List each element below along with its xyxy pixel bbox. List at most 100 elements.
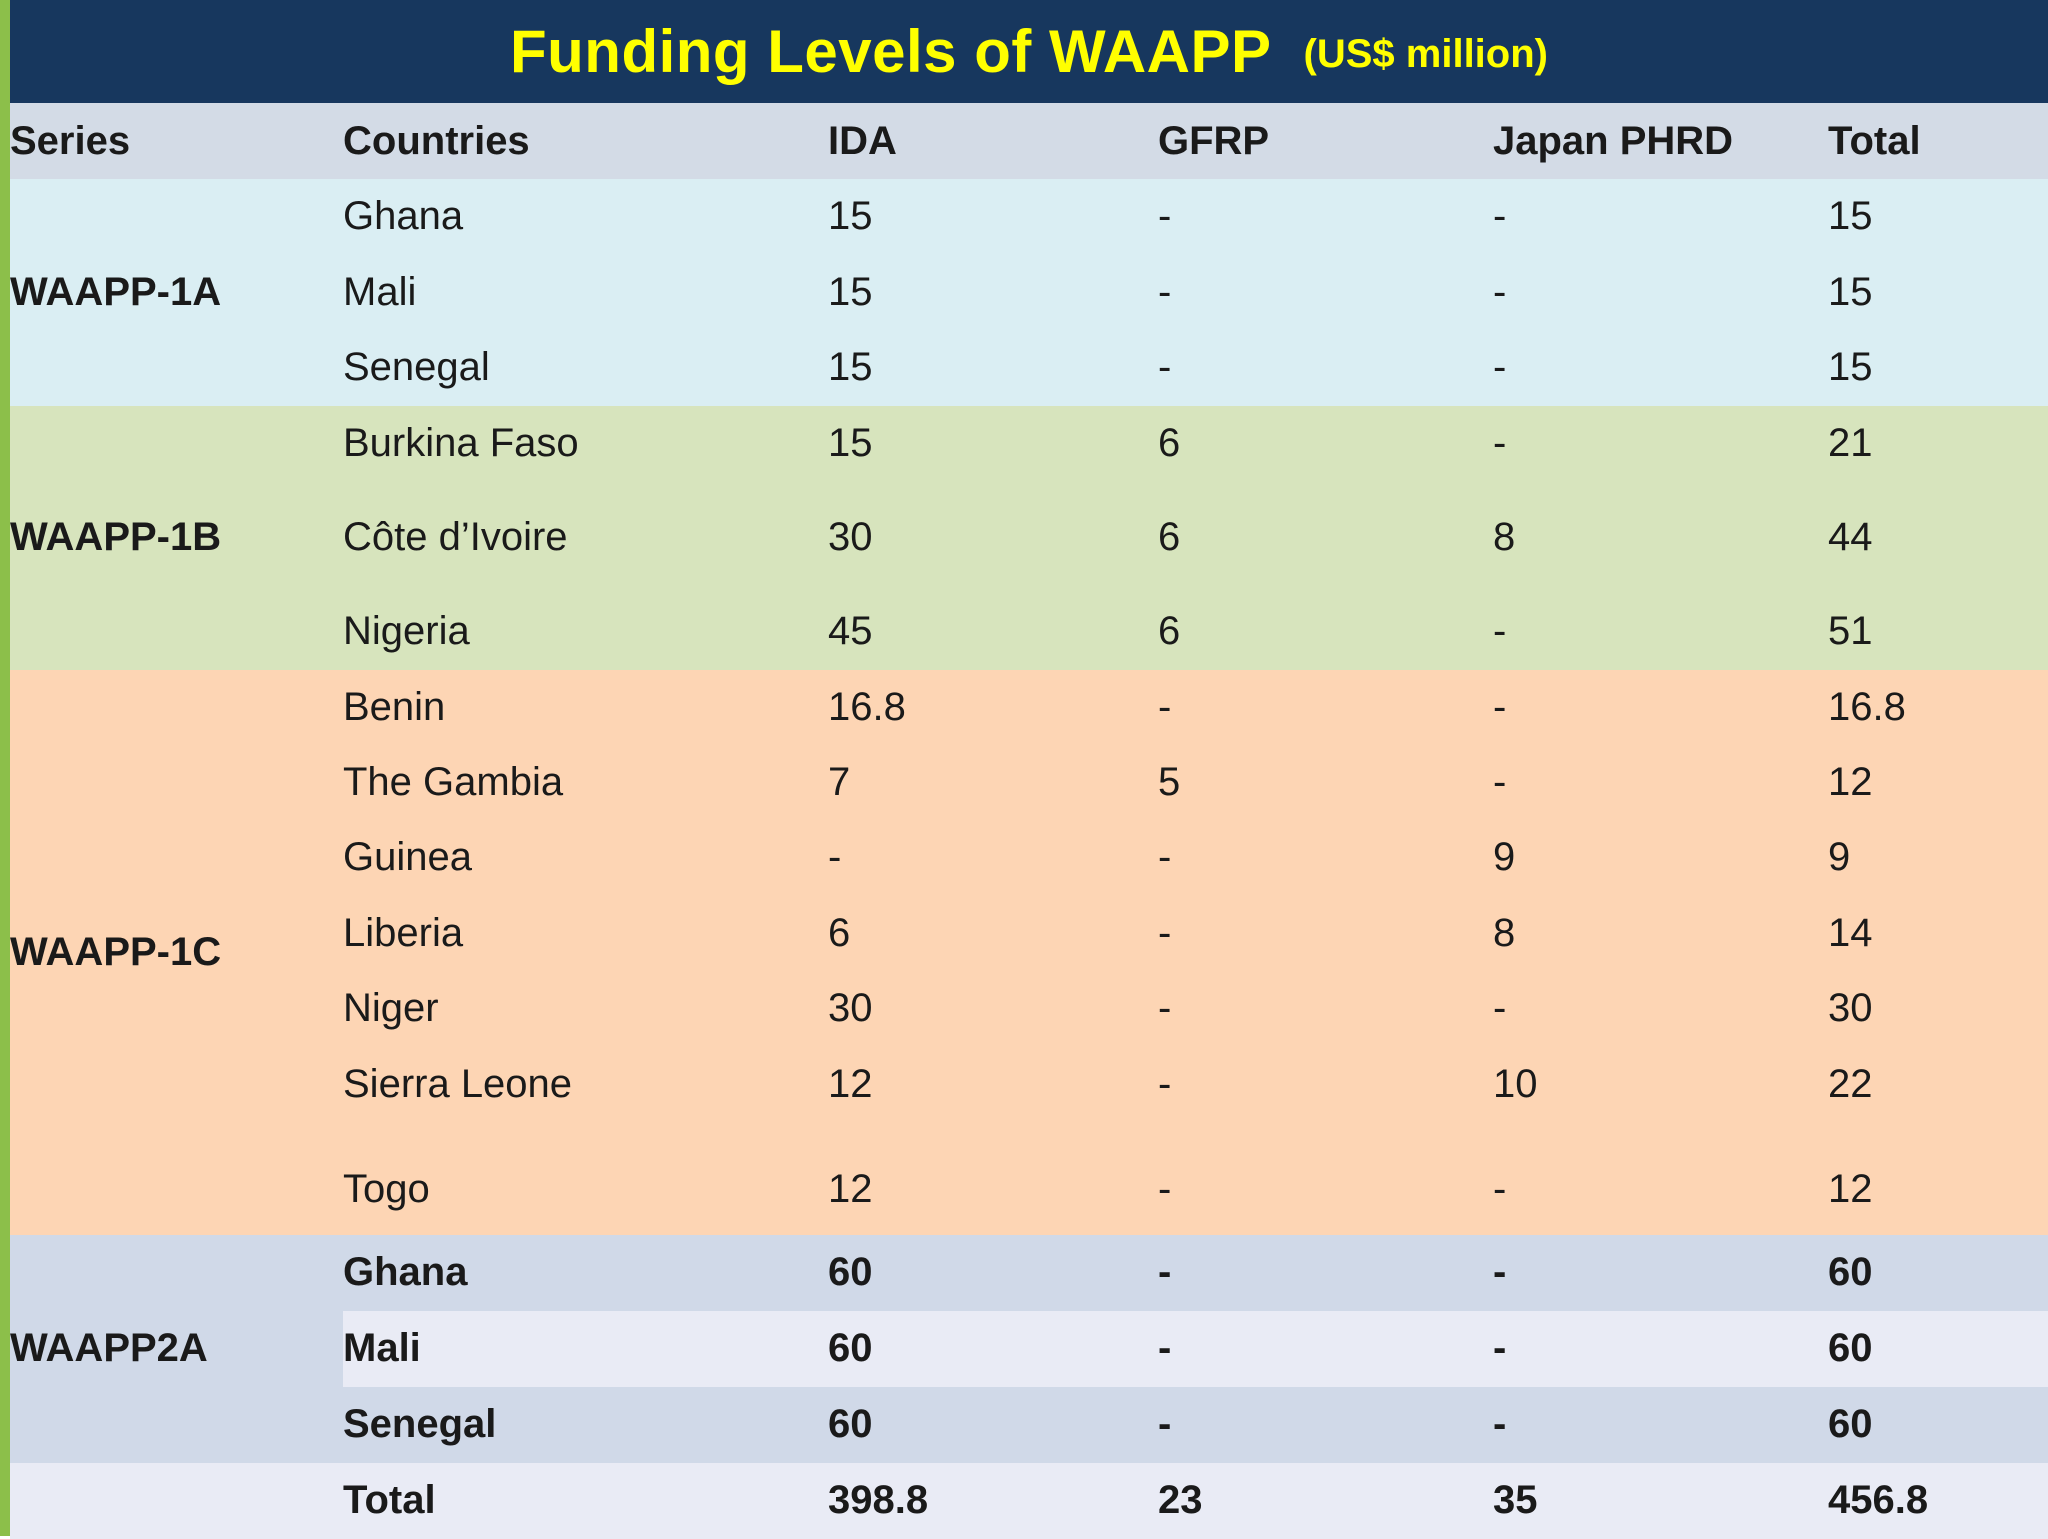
total-cell: 60 <box>1828 1250 1873 1294</box>
japan-cell: - <box>1493 684 1507 729</box>
country-cell: Sierra Leone <box>343 1061 573 1106</box>
group-waapp-1a: WAAPP-1A Ghana 15 - - 15 Mali 15 - - 15 … <box>10 179 2048 406</box>
japan-cell: 10 <box>1493 1061 1538 1106</box>
country-cell: Niger <box>343 986 439 1030</box>
total-cell: 60 <box>1828 1402 1873 1446</box>
header-row: Series Countries IDA GFRP Japan PHRD Tot… <box>10 103 2048 179</box>
country-cell: Mali <box>343 1326 421 1370</box>
totals-total: 456.8 <box>1828 1478 1929 1522</box>
funding-table: Series Countries IDA GFRP Japan PHRD Tot… <box>10 103 2048 1539</box>
japan-cell: - <box>1493 345 1507 390</box>
header-japan-phrd: Japan PHRD <box>1493 118 1734 163</box>
table-row: Sierra Leone 12 - 10 22 <box>10 1046 2048 1122</box>
title-unit: (US$ million) <box>1303 32 1548 76</box>
ida-cell: 16.8 <box>828 684 906 729</box>
table-row: Côte d’Ivoire 30 6 8 44 <box>10 480 2048 594</box>
japan-cell: 8 <box>1493 910 1516 955</box>
series-label: WAAPP-1A <box>10 269 222 314</box>
total-cell: 51 <box>1828 609 1873 653</box>
country-cell: Guinea <box>343 835 472 879</box>
table-row: Mali 15 - - 15 <box>10 254 2048 330</box>
table-row: Togo 12 - - 12 <box>10 1121 2048 1235</box>
japan-cell: - <box>1493 1250 1507 1294</box>
total-cell: 9 <box>1828 835 1851 879</box>
country-cell: Mali <box>343 269 417 314</box>
table-header: Series Countries IDA GFRP Japan PHRD Tot… <box>10 103 2048 179</box>
series-label: WAAPP-1B <box>10 515 222 559</box>
group-waapp-1c: WAAPP-1C Benin 16.8 - - 16.8 The Gambia … <box>10 669 2048 1235</box>
japan-cell: - <box>1493 609 1507 653</box>
total-cell: 12 <box>1828 1166 1873 1211</box>
table-row: Niger 30 - - 30 <box>10 970 2048 1047</box>
japan-cell: - <box>1493 269 1507 314</box>
table-row: WAAPP-1A Ghana 15 - - 15 <box>10 179 2048 314</box>
japan-cell: - <box>1493 1402 1507 1446</box>
ida-cell: 60 <box>828 1402 873 1446</box>
japan-cell: 9 <box>1493 835 1516 879</box>
country-cell: Senegal <box>343 345 490 390</box>
japan-cell: - <box>1493 1326 1507 1370</box>
header-series: Series <box>10 118 131 163</box>
series-label: WAAPP2A <box>10 1234 343 1463</box>
header-ida: IDA <box>828 118 897 163</box>
ida-cell: - <box>828 835 842 879</box>
table-row: Senegal 60 - - 60 <box>10 1386 2048 1463</box>
gfrp-cell: - <box>1158 910 1172 955</box>
header-total: Total <box>1828 118 1921 163</box>
gfrp-cell: - <box>1158 1250 1172 1294</box>
japan-cell: - <box>1493 194 1507 239</box>
country-cell: Burkina Faso <box>343 420 579 465</box>
total-cell: 22 <box>1828 1061 1873 1106</box>
gfrp-cell: - <box>1158 684 1172 729</box>
group-waapp-1b: WAAPP-1B Burkina Faso 15 6 - 21 Côte d’I… <box>10 405 2048 670</box>
gfrp-cell: 6 <box>1158 514 1181 559</box>
table-row: WAAPP-1C Benin 16.8 - - 16.8 <box>10 669 2048 974</box>
page-title: Funding Levels of WAAPP <box>510 18 1272 85</box>
country-cell: Liberia <box>343 910 464 955</box>
totals-japan: 35 <box>1493 1478 1538 1522</box>
country-cell: Togo <box>343 1166 430 1211</box>
gfrp-cell: 5 <box>1158 759 1181 804</box>
total-cell: 12 <box>1828 759 1873 804</box>
group-waapp2a: WAAPP2A Ghana 60 - - 60 Mali 60 - - 60 S… <box>10 1234 2048 1463</box>
totals-gfrp: 23 <box>1158 1478 1203 1522</box>
totals-row: Total 398.8 23 35 456.8 <box>10 1462 2048 1539</box>
country-cell: Nigeria <box>343 609 470 653</box>
table-row: Nigeria 45 6 - 51 <box>10 593 2048 670</box>
table-row: Senegal 15 - - 15 <box>10 330 2048 406</box>
header-countries: Countries <box>343 118 530 163</box>
gfrp-cell: 6 <box>1158 420 1181 465</box>
ida-cell: 15 <box>828 269 873 314</box>
ida-cell: 30 <box>828 986 873 1030</box>
left-accent-bar <box>0 0 10 1536</box>
ida-cell: 30 <box>828 514 873 559</box>
gfrp-cell: - <box>1158 1402 1172 1446</box>
ida-cell: 45 <box>828 609 873 653</box>
ida-cell: 60 <box>828 1326 873 1370</box>
ida-cell: 7 <box>828 759 851 804</box>
gfrp-cell: - <box>1158 1061 1172 1106</box>
gfrp-cell: - <box>1158 345 1172 390</box>
gfrp-cell: - <box>1158 269 1172 314</box>
total-cell: 30 <box>1828 986 1873 1030</box>
slide: Funding Levels of WAAPP (US$ million) Se… <box>10 0 2048 1539</box>
country-cell: Benin <box>343 684 446 729</box>
ida-cell: 6 <box>828 910 851 955</box>
country-cell: Côte d’Ivoire <box>343 514 568 559</box>
ida-cell: 15 <box>828 420 873 465</box>
table-row: WAAPP2A Ghana 60 - - 60 <box>10 1234 2048 1463</box>
gfrp-cell: - <box>1158 194 1172 239</box>
gfrp-cell: - <box>1158 986 1172 1030</box>
header-gfrp: GFRP <box>1158 118 1270 163</box>
total-cell: 60 <box>1828 1326 1873 1370</box>
country-cell: Ghana <box>343 194 464 239</box>
table-row: The Gambia 7 5 - 12 <box>10 744 2048 820</box>
ida-cell: 12 <box>828 1061 873 1106</box>
japan-cell: - <box>1493 986 1507 1030</box>
japan-cell: - <box>1493 759 1507 804</box>
series-label: WAAPP-1C <box>10 929 222 974</box>
ida-cell: 12 <box>828 1166 873 1211</box>
country-cell: The Gambia <box>343 759 564 804</box>
totals-series-empty <box>10 1463 343 1539</box>
ida-cell: 15 <box>828 345 873 390</box>
